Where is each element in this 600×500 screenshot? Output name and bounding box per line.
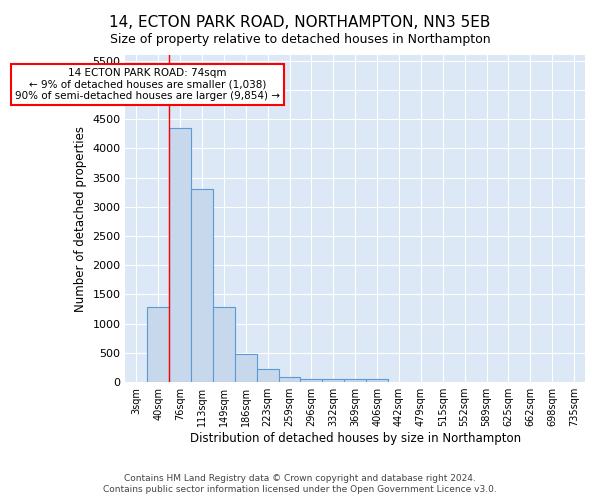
Text: Size of property relative to detached houses in Northampton: Size of property relative to detached ho… (110, 32, 490, 46)
Bar (213, 308, 235, 382)
Bar (235, 354, 257, 382)
Bar (278, 377, 301, 382)
Bar (322, 379, 344, 382)
Bar (191, 190, 213, 382)
Text: Contains HM Land Registry data © Crown copyright and database right 2024.: Contains HM Land Registry data © Crown c… (124, 474, 476, 483)
Text: Contains public sector information licensed under the Open Government Licence v3: Contains public sector information licen… (103, 486, 497, 494)
Bar (301, 378, 322, 382)
Y-axis label: Number of detached properties: Number of detached properties (74, 126, 87, 312)
X-axis label: Distribution of detached houses by size in Northampton: Distribution of detached houses by size … (190, 432, 521, 445)
Text: 14, ECTON PARK ROAD, NORTHAMPTON, NN3 5EB: 14, ECTON PARK ROAD, NORTHAMPTON, NN3 5E… (109, 15, 491, 30)
Bar (169, 128, 191, 382)
Bar (147, 308, 169, 382)
Text: 14 ECTON PARK ROAD: 74sqm
← 9% of detached houses are smaller (1,038)
90% of sem: 14 ECTON PARK ROAD: 74sqm ← 9% of detach… (15, 68, 280, 101)
Bar (344, 379, 366, 382)
Bar (366, 379, 388, 382)
Bar (257, 368, 278, 382)
